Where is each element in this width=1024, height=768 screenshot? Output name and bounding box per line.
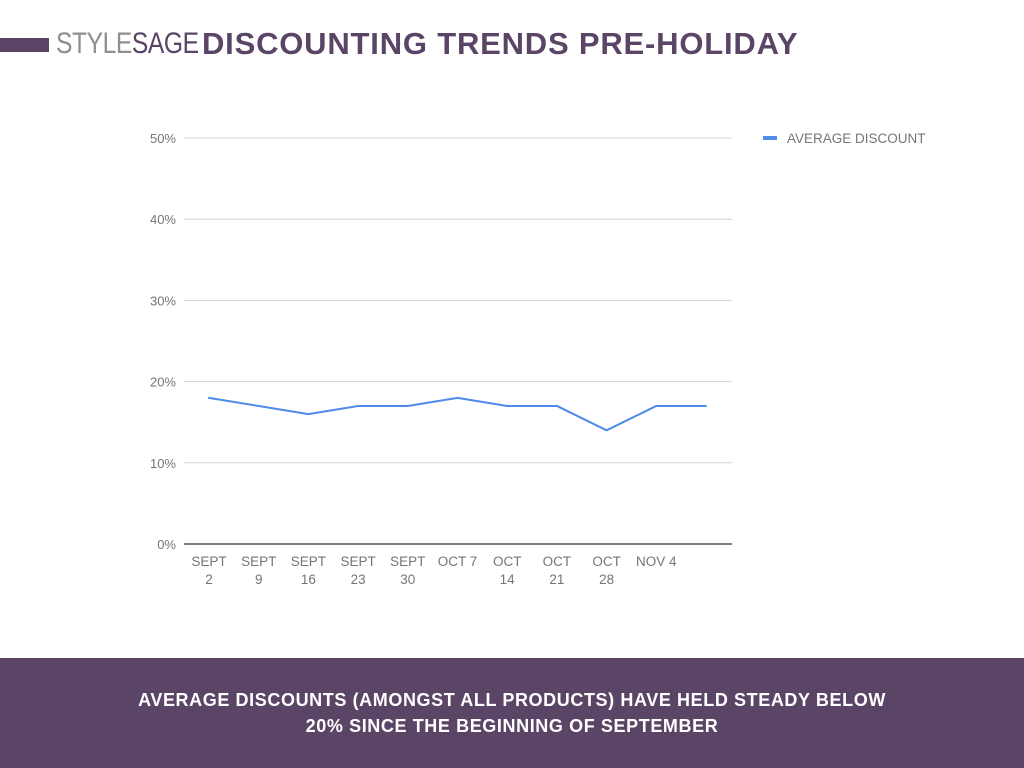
y-tick-label: 30% <box>150 293 176 308</box>
y-tick-label: 20% <box>150 375 176 390</box>
x-tick-label: OCT 7 <box>438 554 478 569</box>
logo-sage-text: SAGE <box>131 27 199 60</box>
x-tick-label-line: OCT <box>493 554 522 569</box>
footer-caption: AVERAGE DISCOUNTS (AMONGST ALL PRODUCTS)… <box>112 687 912 739</box>
x-tick-label-line: SEPT <box>191 554 226 569</box>
x-tick-label-line: SEPT <box>390 554 425 569</box>
stylesage-logo: STYLESAGE <box>56 25 199 63</box>
x-tick-label-line: 14 <box>500 572 516 587</box>
x-tick-label-line: 16 <box>301 572 316 587</box>
x-tick-label: OCT 14 <box>493 554 522 587</box>
y-tick-label: 40% <box>150 212 176 227</box>
footer-caption-line-1: AVERAGE DISCOUNTS (AMONGST ALL PRODUCTS)… <box>138 690 886 710</box>
brand-accent-bar <box>0 38 49 52</box>
x-tick-label: SEPT 23 <box>340 554 375 587</box>
x-tick-label-line: OCT <box>543 554 572 569</box>
footer-caption-line-2: 20% SINCE THE BEGINNING OF SEPTEMBER <box>305 716 719 736</box>
legend-swatch <box>763 136 777 140</box>
x-tick-label: SEPT 16 <box>291 554 326 587</box>
x-tick-label: NOV 4 <box>636 554 677 569</box>
y-tick-label: 0% <box>157 537 176 552</box>
x-tick-label-line: 23 <box>351 572 366 587</box>
page-title: DISCOUNTING TRENDS PRE-HOLIDAY <box>202 26 799 61</box>
x-tick-label: SEPT 30 <box>390 554 425 587</box>
x-tick-label-line: NOV 4 <box>636 554 677 569</box>
x-tick-label-line: 28 <box>599 572 614 587</box>
footer-banner: AVERAGE DISCOUNTS (AMONGST ALL PRODUCTS)… <box>0 658 1024 768</box>
x-tick-label-line: OCT 7 <box>438 554 478 569</box>
x-tick-label-line: 2 <box>205 572 213 587</box>
y-tick-label: 10% <box>150 456 176 471</box>
x-tick-label: OCT 28 <box>592 554 621 587</box>
x-tick-label-line: SEPT <box>291 554 326 569</box>
x-tick-label-line: OCT <box>592 554 621 569</box>
x-tick-label-line: 21 <box>549 572 564 587</box>
x-tick-label-line: 9 <box>255 572 263 587</box>
x-tick-label-line: SEPT <box>340 554 375 569</box>
x-tick-label: SEPT 2 <box>191 554 226 587</box>
y-tick-label: 50% <box>150 131 176 146</box>
x-tick-label-line: SEPT <box>241 554 276 569</box>
x-tick-label: OCT 21 <box>543 554 572 587</box>
legend-label: AVERAGE DISCOUNT <box>787 131 926 146</box>
x-tick-label-line: 30 <box>400 572 415 587</box>
x-tick-label: SEPT 9 <box>241 554 276 587</box>
logo-style-text: STYLE <box>56 27 132 60</box>
series-line <box>208 396 707 432</box>
